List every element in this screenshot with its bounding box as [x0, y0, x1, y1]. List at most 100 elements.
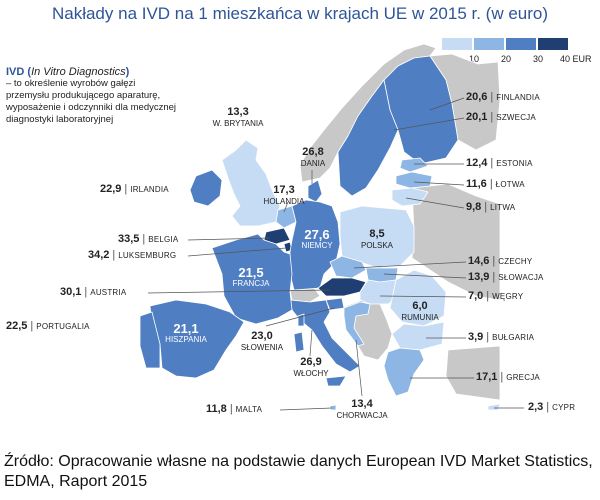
label-estonia: 12,4 | ESTONIA — [466, 157, 533, 169]
name-portugal: PORTUGALIA — [36, 322, 90, 331]
name-romania: RUMUNIA — [401, 313, 439, 322]
label-austria: 30,1 | AUSTRIA — [60, 286, 127, 298]
leader-austria — [147, 289, 331, 294]
poland-shape — [339, 205, 415, 269]
name-cyprus: CYPR — [552, 403, 576, 412]
name-slovenia: SŁOWENIA — [240, 343, 284, 352]
leader-croatia — [355, 339, 363, 397]
label-denmark: 26,8 DANIA — [288, 146, 338, 169]
leader-hungary — [379, 295, 467, 298]
leader-finland — [429, 97, 465, 111]
description-expansion: In Vitro Diagnostics — [31, 66, 126, 78]
leader-netherlands — [283, 201, 289, 213]
name-france: FRANCJA — [232, 279, 270, 288]
legend-swatch-0-10 — [442, 38, 472, 50]
name-slovakia: SŁOWACJA — [498, 273, 544, 282]
croatia-shape — [343, 301, 371, 347]
name-hungary: WĘGRY — [492, 292, 524, 301]
label-cyprus: 2,3 | CYPR — [528, 401, 576, 413]
value-austria: 30,1 — [60, 286, 82, 298]
leader-luxembourg — [187, 247, 287, 257]
name-denmark: DANIA — [300, 159, 326, 168]
label-sweden: 20,1 | SZWECJA — [466, 111, 536, 123]
germany-shape — [289, 199, 341, 291]
name-uk: W. BRYTANIA — [212, 119, 264, 128]
sicily-shape — [325, 375, 347, 387]
value-poland: 8,5 — [369, 228, 385, 240]
leader-sweden — [393, 117, 465, 131]
sweden-shape — [337, 79, 399, 197]
name-netherlands: HOLANDIA — [263, 197, 305, 206]
value-czech: 14,6 — [468, 255, 490, 267]
europe-map — [139, 43, 524, 411]
label-netherlands: 17,3 HOLANDIA — [254, 184, 314, 207]
slovakia-shape — [365, 267, 399, 283]
value-lithuania: 9,8 — [466, 201, 482, 213]
name-austria: AUSTRIA — [90, 288, 127, 297]
name-italy: WŁOCHY — [293, 369, 329, 378]
austria-shape — [317, 277, 367, 297]
value-croatia: 13,4 — [351, 398, 373, 410]
name-spain: HISZPANIA — [165, 335, 207, 344]
legend-swatch-10-20 — [474, 38, 504, 50]
belgium-shape — [263, 227, 291, 245]
label-malta: 11,8 | MALTA — [206, 403, 263, 415]
description-abbr: IVD — [6, 66, 25, 78]
sardinia-shape — [293, 331, 305, 353]
description-heading: IVD (In Vitro Diagnostics) — [6, 66, 130, 78]
legend-swatch-30-40 — [538, 38, 568, 50]
netherlands-shape — [275, 205, 297, 229]
denmark-shape — [307, 179, 323, 203]
label-bulgaria: 3,9 | BUŁGARIA — [468, 331, 535, 343]
legend-tick: 10 — [468, 54, 479, 64]
name-croatia: CHORWACJA — [336, 411, 388, 420]
value-sweden: 20,1 — [466, 111, 488, 123]
name-latvia: ŁOTWA — [495, 180, 525, 189]
value-bulgaria: 3,9 — [468, 331, 484, 343]
label-belgium: 33,5 | BELGIA — [118, 233, 179, 245]
latvia-shape — [395, 171, 433, 189]
value-portugal: 22,5 — [6, 320, 28, 332]
label-croatia: 13,4 CHORWACJA — [330, 398, 394, 421]
leader-czech — [353, 261, 467, 269]
romania-shape — [389, 269, 447, 327]
value-cyprus: 2,3 — [528, 401, 544, 413]
value-slovakia: 13,9 — [468, 271, 490, 283]
value-luxembourg: 34,2 — [88, 249, 110, 261]
label-czech: 14,6 | CZECHY — [468, 255, 533, 267]
value-slovenia: 23,0 — [251, 330, 273, 342]
label-luxembourg: 34,2 | LUKSEMBURG — [88, 249, 177, 261]
label-latvia: 11,6 | ŁOTWA — [466, 178, 525, 190]
label-france: 21,5 FRANCJA — [226, 266, 276, 289]
map-title: Nakłady na IVD na 1 mieszkańca w krajach… — [51, 4, 549, 23]
lithuania-shape — [391, 187, 429, 207]
portugal-shape — [139, 311, 161, 369]
value-romania: 6,0 — [412, 300, 428, 312]
label-slovenia: 23,0 SŁOWENIA — [234, 330, 290, 353]
description-text: – to określenie wyrobów gałęzi przemysłu… — [6, 78, 177, 125]
turkey-region — [445, 345, 501, 401]
legend-tick: 40 EUR — [560, 54, 592, 64]
name-estonia: ESTONIA — [496, 159, 533, 168]
value-italy: 26,9 — [300, 356, 322, 368]
legend-swatch-20-30 — [506, 38, 536, 50]
ireland-shape — [189, 169, 223, 207]
legend-tick: 30 — [532, 54, 543, 64]
name-poland: POLSKA — [360, 241, 393, 250]
leader-lithuania — [405, 197, 465, 209]
ivd-description: IVD (In Vitro Diagnostics) – to określen… — [6, 66, 178, 126]
label-slovakia: 13,9 | SŁOWACJA — [468, 271, 544, 283]
name-lithuania: LITWA — [490, 203, 516, 212]
bulgaria-shape — [391, 321, 445, 351]
value-latvia: 11,6 — [466, 178, 487, 190]
malta-shape — [329, 404, 337, 411]
name-bulgaria: BUŁGARIA — [492, 333, 535, 342]
name-sweden: SZWECJA — [496, 113, 536, 122]
value-germany: 27,6 — [304, 227, 330, 242]
name-belgium: BELGIA — [148, 235, 179, 244]
label-spain: 21,1 HISZPANIA — [158, 322, 214, 345]
name-luxembourg: LUKSEMBURG — [118, 251, 177, 260]
value-finland: 20,6 — [466, 91, 488, 103]
value-spain: 21,1 — [173, 321, 199, 336]
value-greece: 17,1 — [476, 371, 498, 383]
